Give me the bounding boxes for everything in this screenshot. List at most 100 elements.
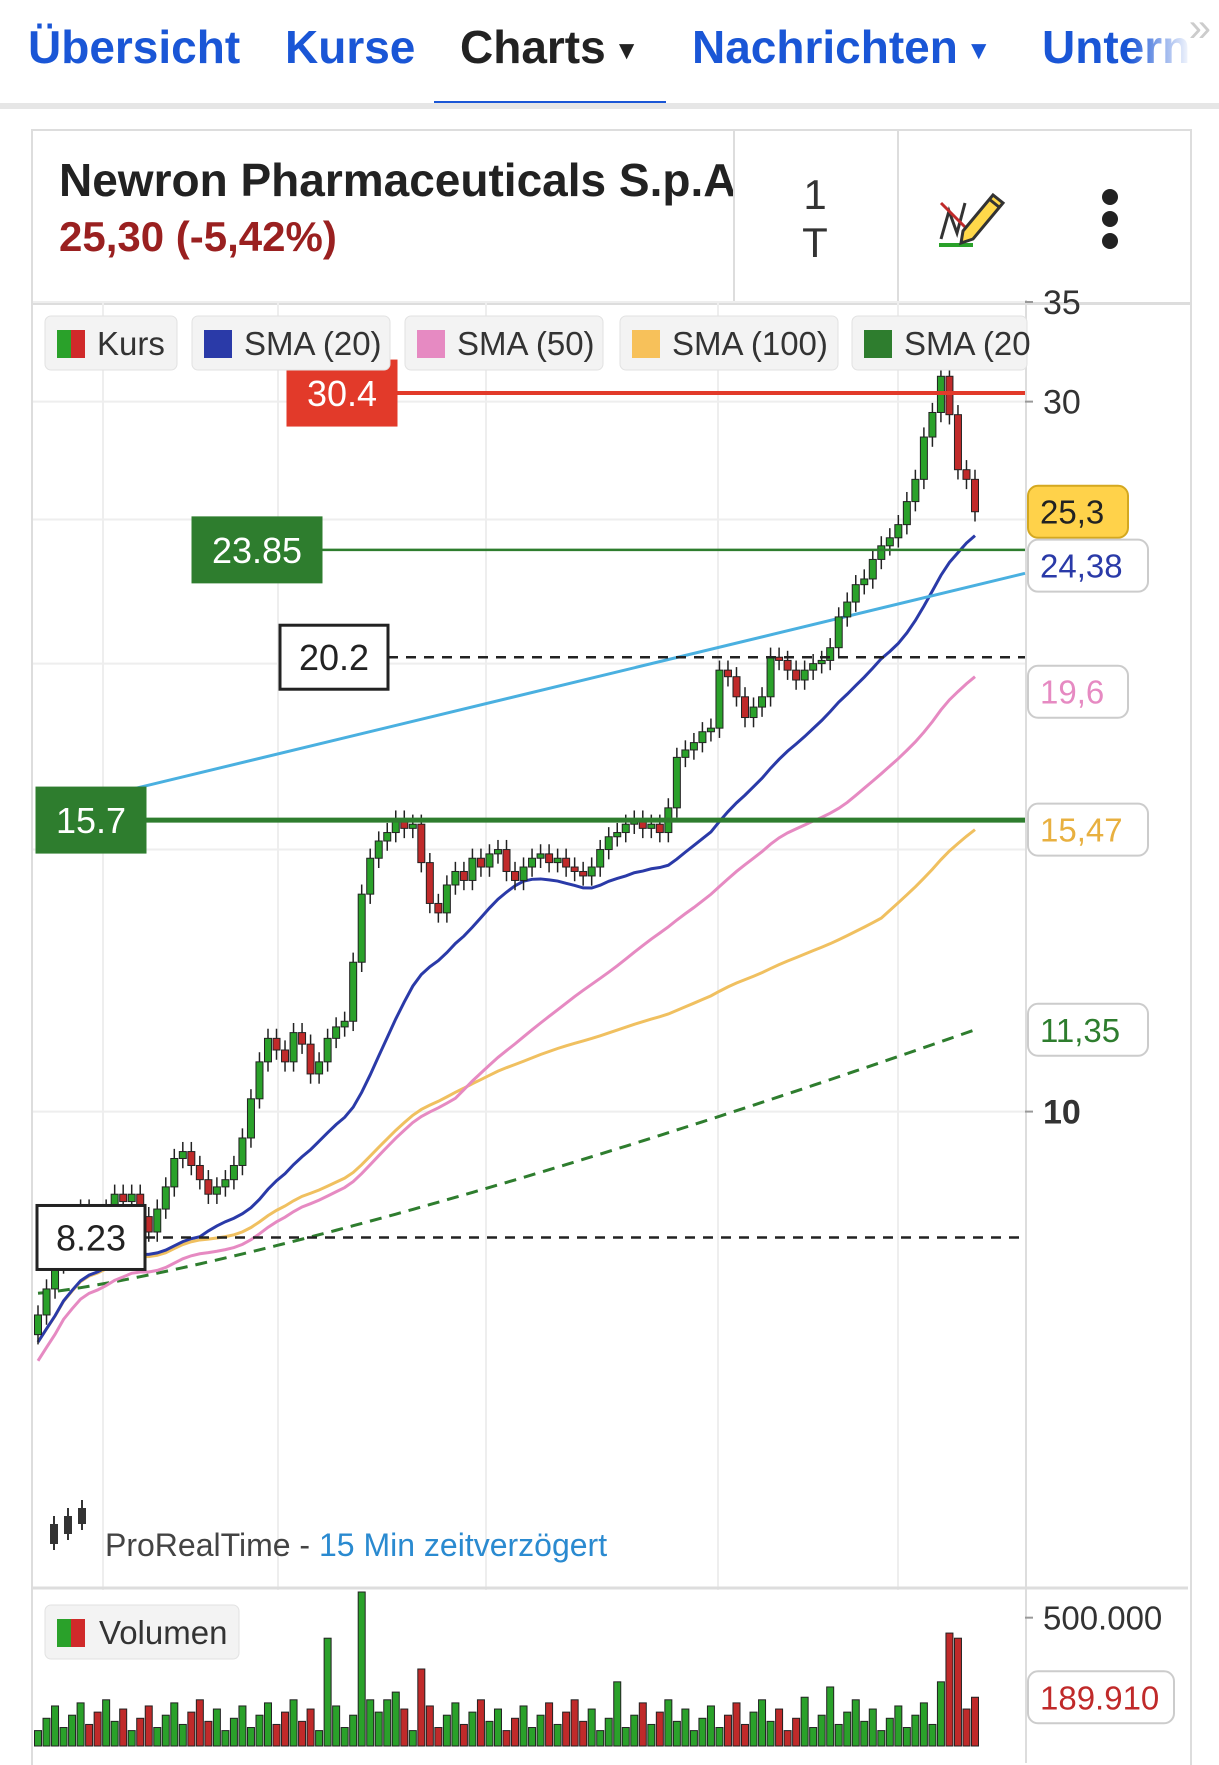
level-label-box[interactable] xyxy=(286,359,398,427)
volume-bar xyxy=(153,1727,162,1747)
candle-body xyxy=(340,1020,349,1028)
legend-chip[interactable] xyxy=(404,315,604,371)
volume-bar xyxy=(408,1730,417,1747)
candle-body xyxy=(766,656,775,698)
volume-bar xyxy=(715,1727,724,1747)
candle-body xyxy=(877,545,886,560)
candle-body xyxy=(263,1037,272,1063)
legend-item-0[interactable]: Kurs xyxy=(44,315,178,371)
double-chevron-right-icon[interactable]: » xyxy=(1188,6,1211,50)
volume-bar xyxy=(493,1708,502,1747)
volume-bar xyxy=(221,1730,230,1747)
volume-bar xyxy=(178,1723,187,1747)
volume-bar xyxy=(272,1723,281,1747)
candle-body xyxy=(553,857,562,864)
candle xyxy=(800,660,809,690)
price-badge xyxy=(1027,664,1129,719)
candle-body xyxy=(357,893,366,963)
candle xyxy=(579,861,588,886)
candle-body xyxy=(212,1186,221,1195)
legend-item-2[interactable]: SMA (50) xyxy=(404,315,604,371)
tab-nachrichten[interactable]: Nachrichten ▼ xyxy=(692,20,992,74)
volume-bar xyxy=(928,1723,937,1747)
candle-body xyxy=(715,669,724,729)
volume-bar xyxy=(366,1699,375,1747)
candle xyxy=(783,650,792,680)
candle-body xyxy=(570,866,579,872)
candle xyxy=(255,1052,264,1109)
volume-bar xyxy=(868,1708,877,1747)
price-badge xyxy=(1027,484,1129,539)
volume-bar xyxy=(263,1702,272,1747)
candle xyxy=(826,638,835,671)
candle xyxy=(758,687,767,717)
price-badge-label: 25,3 xyxy=(1040,494,1104,531)
level-label: 23.85 xyxy=(212,530,302,571)
sma100-line xyxy=(36,828,976,1343)
legend-item-4[interactable]: SMA (20 xyxy=(851,315,1031,371)
volume-bar xyxy=(860,1720,869,1747)
candle-body xyxy=(919,436,928,480)
icon-body xyxy=(64,1516,72,1534)
volume-legend-chip[interactable] xyxy=(44,1604,240,1660)
tab-kurse[interactable]: Kurse xyxy=(285,21,416,73)
level-label-box[interactable] xyxy=(278,623,390,691)
volume-bar xyxy=(383,1699,392,1747)
volume-bar xyxy=(34,1730,42,1747)
footer-brand: ProRealTime xyxy=(105,1527,291,1563)
volume-legend-label: Volumen xyxy=(99,1614,227,1651)
candle-body xyxy=(945,375,954,416)
candle-body xyxy=(868,558,877,580)
y-tick-label: 35 xyxy=(1043,284,1081,322)
candle xyxy=(349,952,358,1032)
candle-body xyxy=(34,1314,42,1336)
candle xyxy=(476,848,485,877)
legend-item-3[interactable]: SMA (100) xyxy=(619,315,839,371)
volume-bar xyxy=(936,1681,945,1747)
candle-body xyxy=(647,823,656,829)
candle-body xyxy=(442,884,451,914)
candle-body xyxy=(817,659,826,665)
volume-bar xyxy=(570,1699,579,1747)
legend-chip[interactable] xyxy=(191,315,391,371)
candle-body xyxy=(187,1151,196,1166)
volume-bar xyxy=(919,1702,928,1747)
candle-body xyxy=(221,1179,230,1188)
candle xyxy=(613,822,622,847)
candle-body xyxy=(732,676,741,698)
level-label-box[interactable] xyxy=(35,1203,147,1271)
volume-bar xyxy=(195,1699,204,1747)
volume-bar xyxy=(400,1708,409,1747)
level-label-box[interactable] xyxy=(35,786,147,854)
candle xyxy=(902,491,911,535)
volume-bar xyxy=(545,1702,554,1747)
more-vertical-icon[interactable] xyxy=(1093,189,1133,259)
legend-swatch xyxy=(632,330,660,358)
legend-chip[interactable] xyxy=(619,315,839,371)
candle-body xyxy=(153,1208,162,1233)
legend-chip[interactable] xyxy=(851,315,1028,371)
candle-body xyxy=(383,832,392,842)
timeframe-button[interactable]: 1 T xyxy=(733,171,897,267)
chart-header: Newron Pharmaceuticals S.p.A. 25,30 (-5,… xyxy=(33,131,1190,305)
volume-bar xyxy=(809,1727,818,1747)
candle xyxy=(298,1022,307,1054)
volume-bar xyxy=(706,1705,715,1747)
volume-bar xyxy=(374,1711,383,1747)
tab-charts[interactable]: Charts ▼ xyxy=(460,20,639,74)
price-badge xyxy=(1027,802,1149,857)
candle xyxy=(315,1052,324,1084)
volume-bar xyxy=(775,1708,784,1747)
level-label-box[interactable] xyxy=(191,516,323,584)
legend-item-1[interactable]: SMA (20) xyxy=(191,315,391,371)
level-label: 20.2 xyxy=(299,637,369,678)
volume-bar xyxy=(340,1727,349,1747)
price-badge-label: 15,47 xyxy=(1040,812,1123,849)
candle xyxy=(204,1170,213,1204)
candle-body xyxy=(281,1049,290,1063)
tab-uebersicht[interactable]: Übersicht xyxy=(28,21,241,73)
candle-body xyxy=(834,616,843,649)
volume-bar xyxy=(621,1727,630,1747)
draw-tool-button[interactable] xyxy=(933,181,1013,261)
